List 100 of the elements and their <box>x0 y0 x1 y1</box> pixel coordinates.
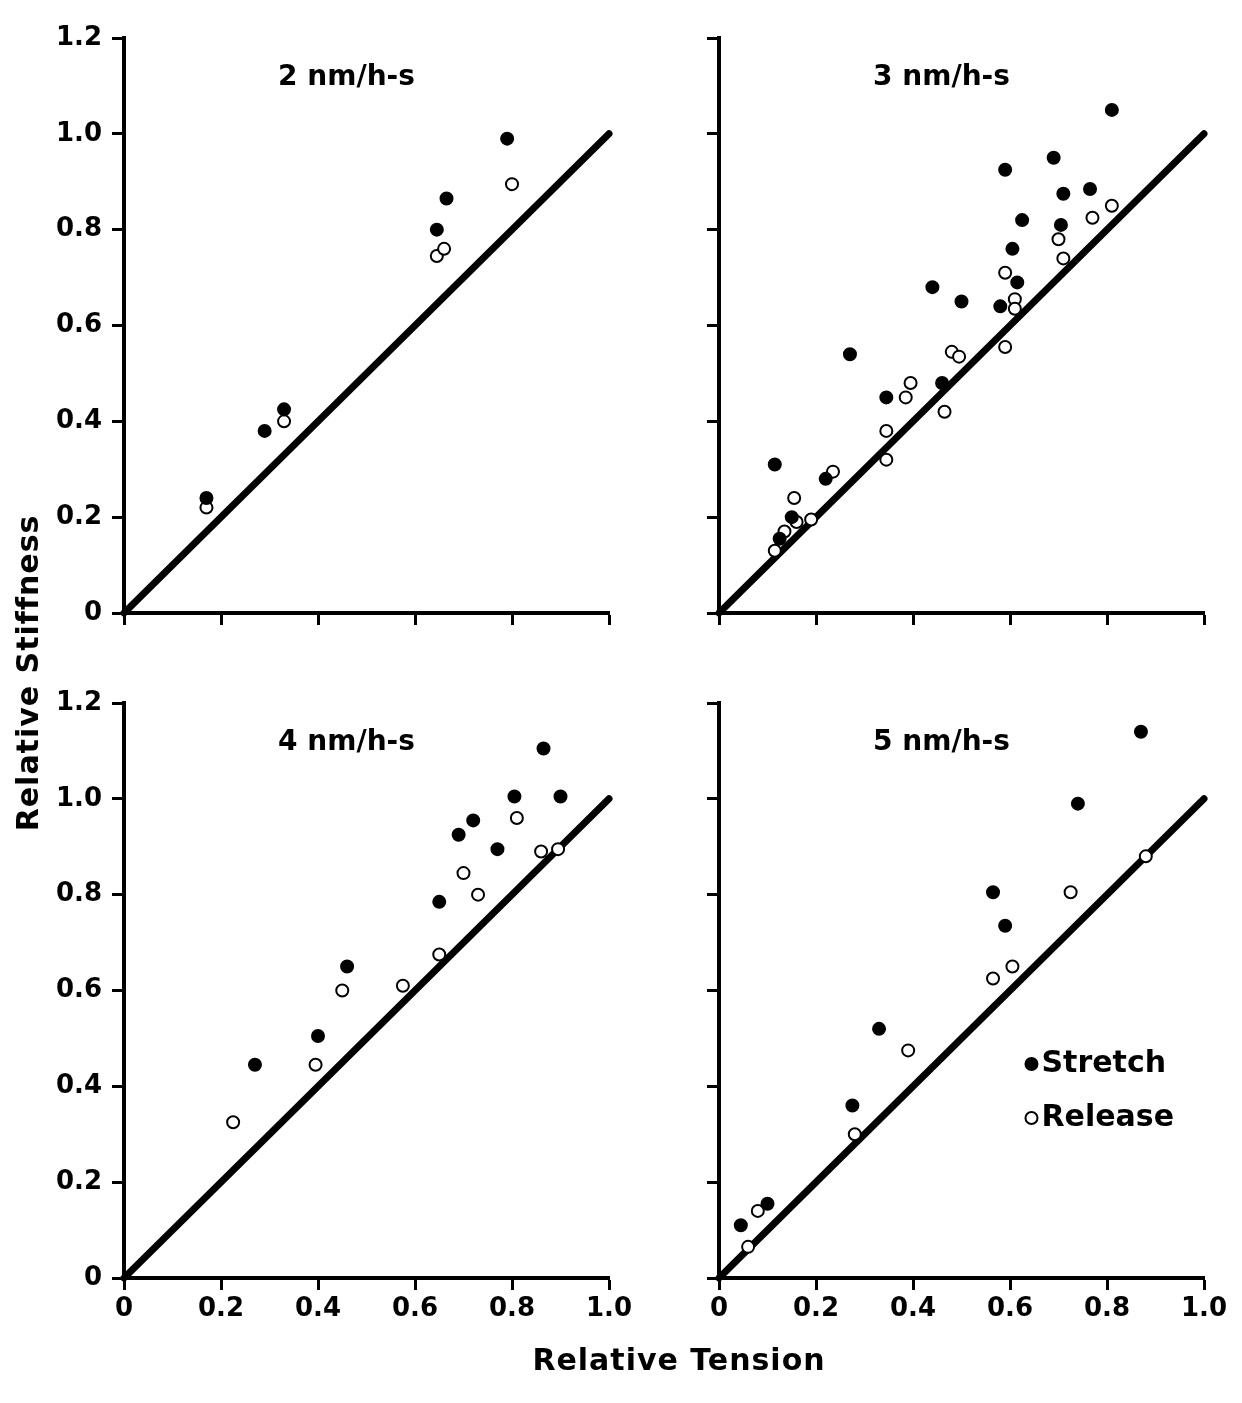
point <box>1085 210 1100 225</box>
point <box>935 376 950 390</box>
point <box>466 813 481 828</box>
point <box>1083 181 1098 196</box>
y-tick-label: 1.2 <box>55 685 102 716</box>
point <box>903 376 918 390</box>
y-tick-label: 0.2 <box>55 499 102 530</box>
point <box>750 1203 765 1218</box>
x-tick-label: 0 <box>114 1291 134 1322</box>
point <box>767 543 782 558</box>
point <box>879 423 894 438</box>
x-tick-label: 0.4 <box>294 1291 342 1322</box>
point <box>998 340 1013 355</box>
point <box>898 390 913 405</box>
point <box>1104 102 1119 117</box>
point <box>1053 217 1068 232</box>
y-tick-label: 0.8 <box>55 877 102 908</box>
y-tick-label: 1.2 <box>55 20 102 51</box>
point <box>952 349 967 364</box>
point <box>226 1115 241 1130</box>
point <box>901 1043 916 1058</box>
point <box>456 866 471 881</box>
point <box>847 1127 862 1142</box>
point <box>277 414 292 429</box>
y-tick-label: 0.4 <box>55 404 102 435</box>
point <box>842 347 857 362</box>
point <box>993 299 1008 314</box>
point <box>1104 198 1119 213</box>
x-tick-label: 0.8 <box>488 1291 536 1322</box>
point <box>534 844 549 859</box>
point <box>1063 885 1078 900</box>
point <box>553 789 568 804</box>
y-tick-label: 1.0 <box>55 781 102 812</box>
point <box>505 177 519 192</box>
point <box>741 1239 756 1254</box>
text: 4 nm/h-s <box>278 724 415 758</box>
point <box>1010 275 1025 290</box>
y-tick-label: 1.0 <box>55 116 102 147</box>
point <box>490 842 505 857</box>
point <box>845 1098 860 1113</box>
point <box>1056 251 1071 266</box>
point <box>1015 213 1030 228</box>
y-tick-label: 0.2 <box>55 1164 102 1195</box>
point <box>1138 849 1153 864</box>
point <box>247 1057 262 1072</box>
point <box>787 491 802 505</box>
point <box>986 971 1001 986</box>
point <box>395 978 410 993</box>
point <box>340 959 355 974</box>
x-axis-title: Relative Tension <box>531 1342 827 1377</box>
point <box>335 983 350 998</box>
point <box>767 457 782 472</box>
point <box>879 452 894 467</box>
legend-label: Stretch <box>1041 1043 1167 1079</box>
y-tick-label: 0.6 <box>55 308 102 339</box>
point <box>507 789 522 804</box>
text: 5 nm/h-s <box>873 724 1010 758</box>
point <box>998 918 1013 933</box>
point <box>804 512 819 527</box>
point <box>925 280 940 295</box>
point <box>998 265 1013 280</box>
x-tick-label: 0.8 <box>1083 1291 1131 1322</box>
point <box>879 390 894 405</box>
text: 2 nm/h-s <box>278 59 415 93</box>
point <box>1133 724 1148 739</box>
x-tick-label: 0.2 <box>197 1291 245 1322</box>
point <box>1007 301 1022 316</box>
point <box>432 894 447 909</box>
y-tick-label: 0 <box>83 1260 102 1291</box>
point <box>772 531 787 546</box>
point <box>500 131 515 146</box>
point <box>551 842 566 857</box>
point <box>199 491 214 505</box>
point <box>954 294 969 309</box>
y-axis-title: Relative Stiffness <box>10 514 45 832</box>
point <box>1051 232 1066 247</box>
point <box>733 1218 748 1233</box>
x-tick-label: 1.0 <box>585 1291 633 1322</box>
y-tick-label: 0.8 <box>55 212 102 243</box>
x-tick-label: 0.2 <box>792 1291 840 1322</box>
point <box>509 811 524 825</box>
point <box>986 885 1001 900</box>
point <box>784 510 799 525</box>
x-tick-label: 1.0 <box>1180 1291 1228 1322</box>
point <box>937 404 952 419</box>
point <box>1005 959 1020 974</box>
point <box>818 471 833 486</box>
text: 3 nm/h-s <box>873 59 1010 93</box>
y-tick-label: 0.4 <box>55 1069 102 1100</box>
point <box>1056 186 1071 201</box>
point <box>257 423 272 438</box>
point <box>536 741 551 756</box>
point <box>432 947 447 962</box>
point <box>277 402 292 417</box>
point <box>429 222 444 237</box>
point <box>1005 241 1020 256</box>
point <box>471 887 486 902</box>
point <box>1070 796 1085 811</box>
point <box>760 1196 775 1211</box>
y-tick-label: 0 <box>83 595 102 626</box>
